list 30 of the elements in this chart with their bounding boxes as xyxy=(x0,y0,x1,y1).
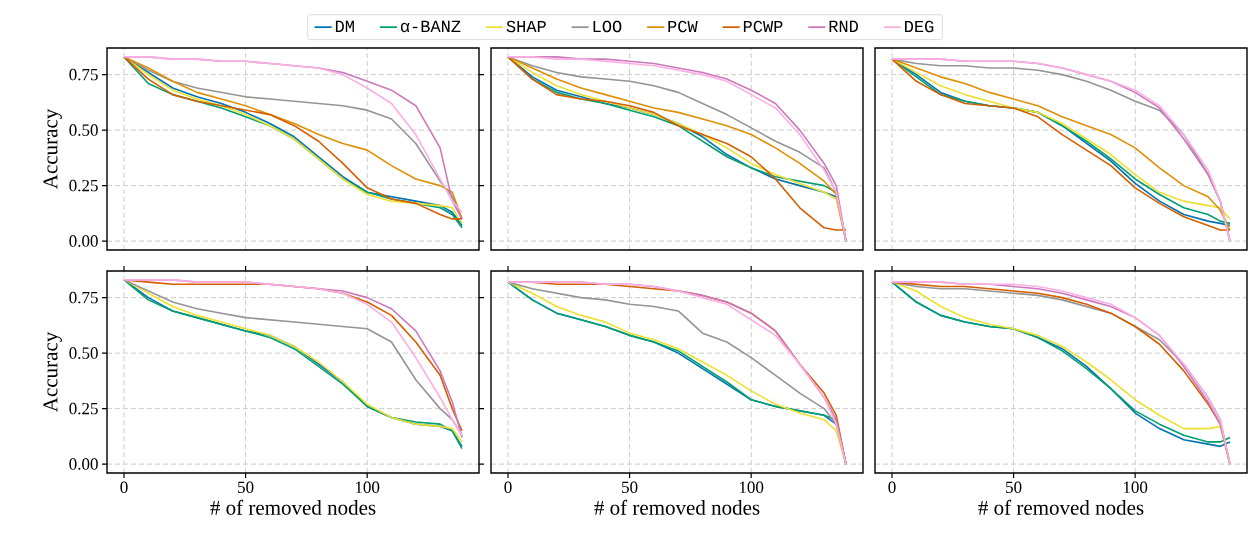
x-tick-label: 100 xyxy=(1123,481,1148,493)
legend-label: RND xyxy=(829,20,858,33)
y-tick-label: 0.75 xyxy=(69,68,98,81)
x-tick-label: 0 xyxy=(120,481,128,493)
x-axis-title: # of removed nodes xyxy=(978,499,1144,515)
x-tick-label: 50 xyxy=(238,481,254,493)
y-axis-title: Accuracy xyxy=(43,108,62,190)
x-tick-label: 50 xyxy=(1006,481,1022,493)
y-tick-label: 0.25 xyxy=(69,402,98,415)
legend-label: DM xyxy=(335,20,354,33)
y-tick-label: 0.50 xyxy=(69,124,98,136)
x-axis-title: # of removed nodes xyxy=(594,499,760,515)
x-tick-label: 100 xyxy=(355,481,380,493)
legend-label: α-BANZ xyxy=(400,20,461,33)
y-axis-title: Accuracy xyxy=(43,331,62,413)
x-tick-label: 100 xyxy=(739,481,764,493)
x-tick-label: 50 xyxy=(622,481,638,493)
y-tick-label: 0.50 xyxy=(69,347,98,359)
y-tick-label: 0.00 xyxy=(69,458,98,470)
legend-label: PCW xyxy=(668,20,698,33)
x-tick-label: 0 xyxy=(888,481,896,493)
legend-label: PCWP xyxy=(743,20,783,33)
y-tick-label: 0.75 xyxy=(69,291,98,304)
legend-label: LOO xyxy=(593,20,622,33)
y-tick-label: 0.00 xyxy=(69,235,98,247)
x-tick-label: 0 xyxy=(504,481,512,493)
legend-label: DEG xyxy=(905,20,934,33)
y-tick-label: 0.25 xyxy=(69,179,98,192)
x-axis-title: # of removed nodes xyxy=(210,499,376,515)
legend-label: SHAP xyxy=(506,20,546,33)
